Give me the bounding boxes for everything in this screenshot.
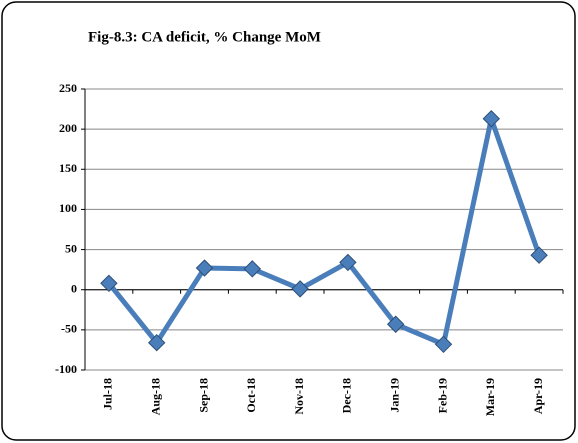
- x-tick-label: Aug-18: [148, 378, 162, 415]
- x-tick-label: Mar-19: [483, 378, 497, 416]
- x-tick-label: Apr-19: [531, 378, 545, 414]
- x-tick-label: Oct-18: [244, 378, 258, 413]
- y-tick-label: 150: [59, 161, 77, 175]
- x-tick-label: Feb-19: [435, 378, 449, 413]
- x-tick-label: Nov-18: [292, 378, 306, 415]
- y-tick-label: -50: [61, 322, 77, 336]
- y-tick-label: 250: [59, 81, 77, 95]
- y-tick-label: -100: [55, 362, 77, 376]
- marker: [243, 260, 262, 278]
- y-tick-label: 0: [71, 281, 77, 295]
- y-tick-label: 200: [59, 121, 77, 135]
- marker: [195, 259, 214, 277]
- chart-title: Fig-8.3: CA deficit, % Change MoM: [88, 29, 321, 45]
- x-tick-label: Jul-18: [101, 378, 115, 410]
- x-tick-label: Sep-18: [196, 378, 210, 413]
- marker: [434, 335, 453, 354]
- marker: [530, 246, 548, 264]
- marker: [386, 315, 405, 333]
- marker: [339, 253, 357, 272]
- x-tick-label: Jan-19: [387, 378, 401, 413]
- marker: [291, 280, 309, 298]
- marker: [482, 109, 501, 128]
- y-tick-label: 100: [59, 201, 77, 215]
- series-line: [106, 116, 542, 347]
- marker: [147, 333, 166, 352]
- marker: [100, 274, 118, 292]
- x-tick-label: Dec-18: [340, 378, 354, 413]
- y-tick-label: 50: [65, 241, 77, 255]
